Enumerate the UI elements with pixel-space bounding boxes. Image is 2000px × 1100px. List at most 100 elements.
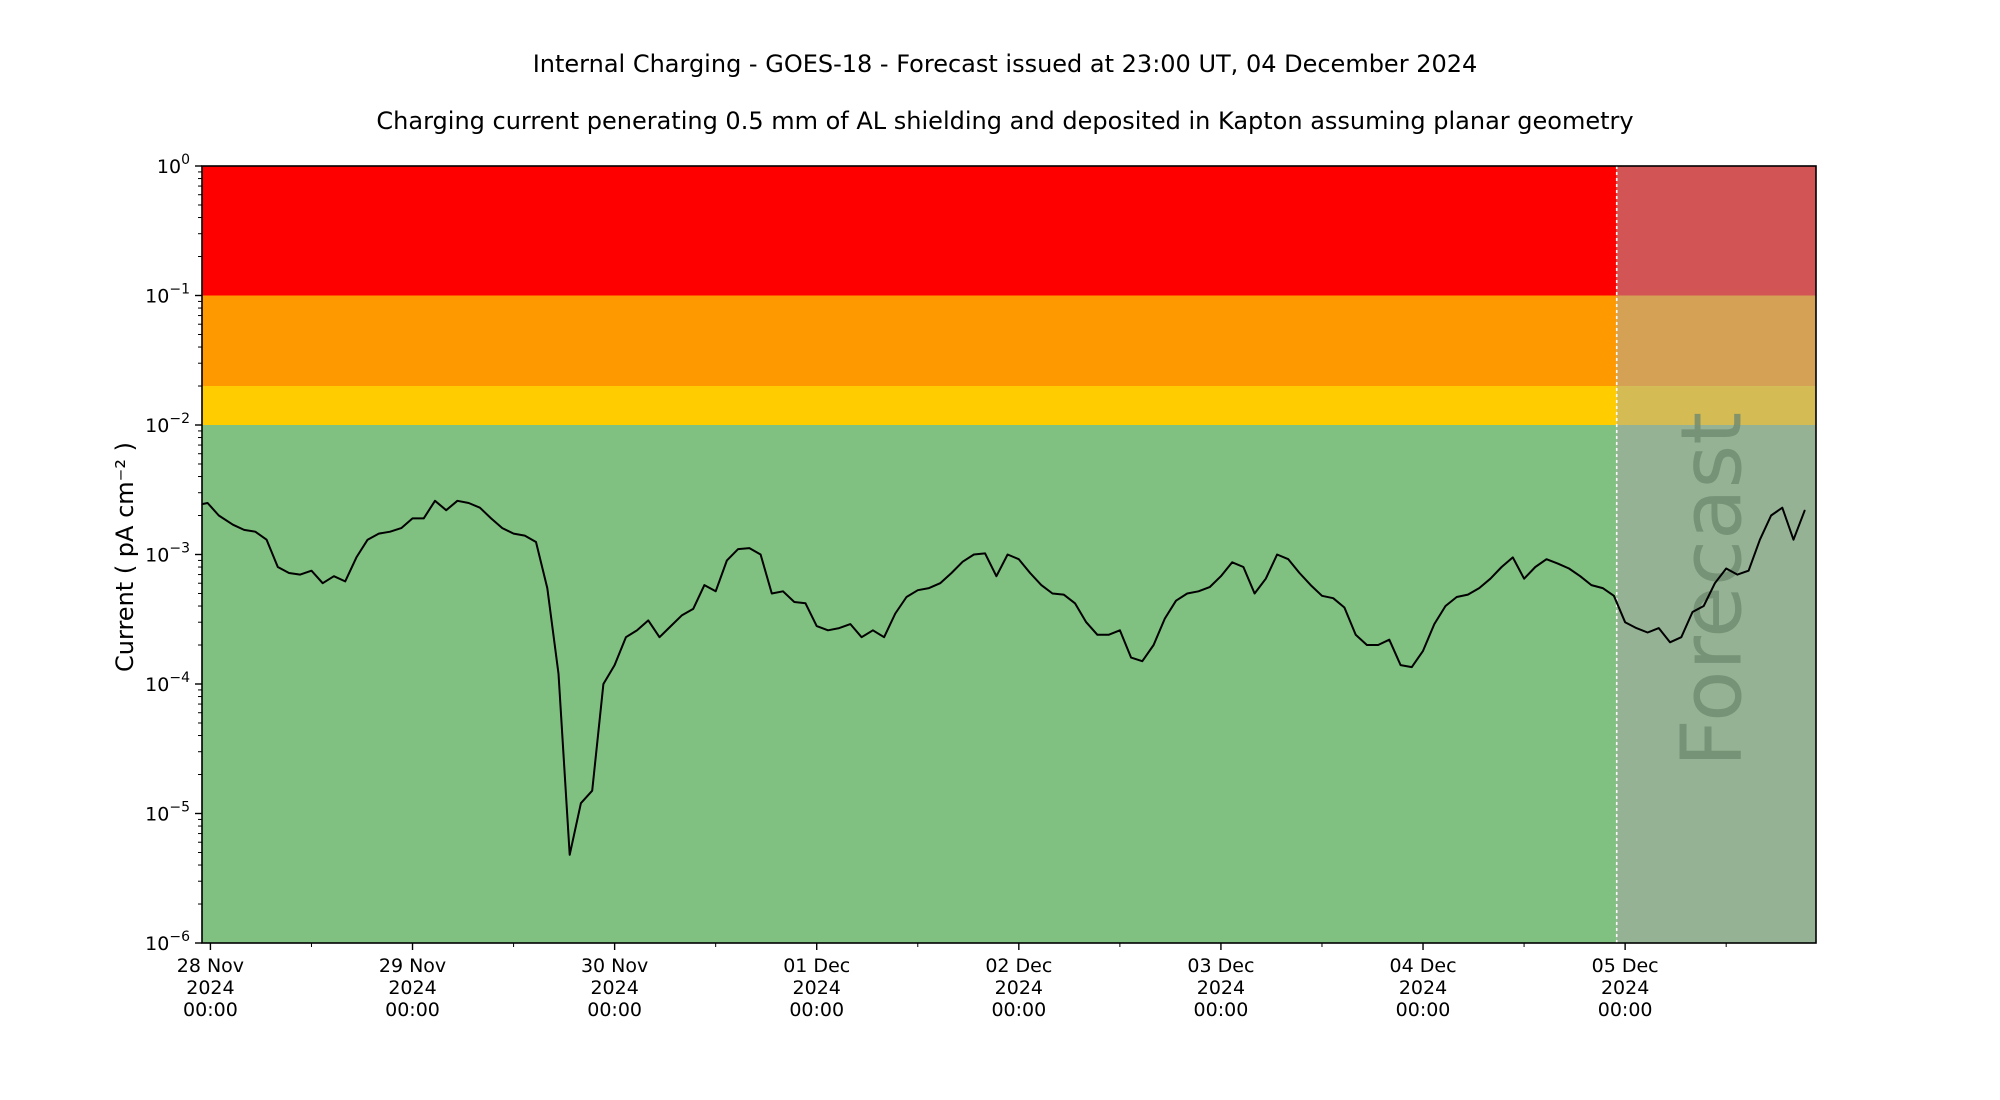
data-point: [1186, 592, 1188, 595]
x-tick-label: 03 Dec: [1187, 955, 1254, 977]
data-point: [838, 627, 840, 629]
data-point: [1254, 592, 1256, 595]
data-point: [569, 854, 571, 856]
data-point: [1635, 627, 1637, 629]
x-tick-label: 00:00: [183, 999, 238, 1021]
x-tick-label: 2024: [1399, 977, 1447, 999]
data-point: [1051, 592, 1054, 595]
data-point: [1534, 566, 1536, 568]
data-point: [816, 625, 818, 627]
data-point: [1298, 572, 1301, 574]
data-point: [681, 614, 683, 616]
data-point: [1714, 582, 1716, 584]
data-point: [1590, 584, 1592, 586]
band-forecast-1: [1616, 295, 1816, 387]
data-point: [1388, 639, 1390, 641]
data-point: [1647, 631, 1649, 634]
data-point: [1557, 563, 1559, 565]
x-tick-label: 28 Nov: [177, 955, 244, 977]
data-point: [692, 608, 694, 610]
series-line-0: [201, 499, 1806, 856]
data-point: [726, 559, 728, 562]
data-point: [266, 539, 268, 541]
x-tick-label: 00:00: [1396, 999, 1451, 1021]
y-tick-label: 10−3: [145, 541, 190, 567]
data-point: [1804, 509, 1806, 511]
y-tick-label: 10−1: [145, 282, 190, 308]
data-point: [1691, 611, 1694, 613]
data-point: [1332, 597, 1334, 599]
data-point: [546, 587, 548, 589]
data-point: [1276, 553, 1278, 556]
y-axis-label: Current ( pA cm⁻² ): [111, 442, 139, 672]
data-point: [1736, 574, 1738, 576]
data-point: [917, 589, 919, 591]
x-tick-label: 2024: [388, 977, 436, 999]
data-point: [1130, 657, 1132, 659]
data-point: [479, 507, 481, 509]
x-tick-label: 00:00: [991, 999, 1046, 1021]
data-point: [1141, 660, 1143, 662]
data-point: [333, 575, 335, 577]
data-point: [456, 500, 458, 502]
x-tick-label: 00:00: [789, 999, 844, 1021]
x-tick-label: 05 Dec: [1592, 955, 1659, 977]
data-point: [939, 582, 941, 584]
data-point: [1175, 600, 1177, 602]
data-point: [1321, 595, 1323, 597]
data-point: [501, 527, 503, 529]
data-point: [647, 619, 649, 622]
data-point: [658, 636, 661, 638]
data-point: [557, 673, 560, 675]
data-point: [1063, 594, 1065, 596]
data-point: [984, 552, 986, 555]
x-tick-label: 2024: [1601, 977, 1649, 999]
data-point: [872, 629, 874, 631]
data-point: [1040, 584, 1042, 586]
y-tick-label: 100: [157, 152, 190, 178]
x-tick-label: 2024: [186, 977, 234, 999]
data-point: [1209, 586, 1211, 588]
data-point: [715, 590, 717, 592]
data-point: [995, 575, 998, 577]
data-point: [1770, 514, 1772, 517]
data-point: [445, 509, 447, 511]
band-forecast-0: [1616, 166, 1816, 296]
data-point: [670, 625, 672, 627]
data-point: [310, 570, 313, 572]
data-point: [254, 531, 256, 533]
data-point: [1085, 621, 1087, 623]
data-point: [1467, 594, 1469, 596]
data-point: [232, 524, 234, 526]
data-point: [411, 517, 414, 520]
data-point: [1456, 596, 1458, 598]
series-group: [201, 499, 1806, 856]
x-tick-label: 01 Dec: [783, 955, 850, 977]
data-point: [905, 596, 908, 598]
data-point: [1478, 587, 1480, 589]
data-point: [1703, 605, 1705, 607]
data-point: [277, 566, 279, 568]
chart-title: Internal Charging - GOES-18 - Forecast i…: [533, 50, 1478, 78]
data-point: [636, 629, 638, 631]
data-point: [1400, 664, 1402, 666]
data-point: [1781, 507, 1783, 509]
data-point: [703, 584, 706, 586]
data-point: [1545, 558, 1548, 560]
x-tick-label: 30 Nov: [581, 955, 648, 977]
data-point: [322, 582, 324, 584]
data-point: [1287, 558, 1289, 560]
data-point: [962, 561, 964, 563]
data-point: [1759, 539, 1761, 541]
data-point: [1242, 566, 1244, 568]
data-point: [1669, 641, 1671, 643]
data-point: [468, 502, 470, 504]
data-point: [625, 636, 627, 638]
data-point: [1680, 636, 1682, 638]
data-point: [928, 587, 930, 589]
data-point: [1343, 606, 1345, 609]
x-tick-label: 29 Nov: [379, 955, 446, 977]
data-point: [355, 556, 357, 559]
